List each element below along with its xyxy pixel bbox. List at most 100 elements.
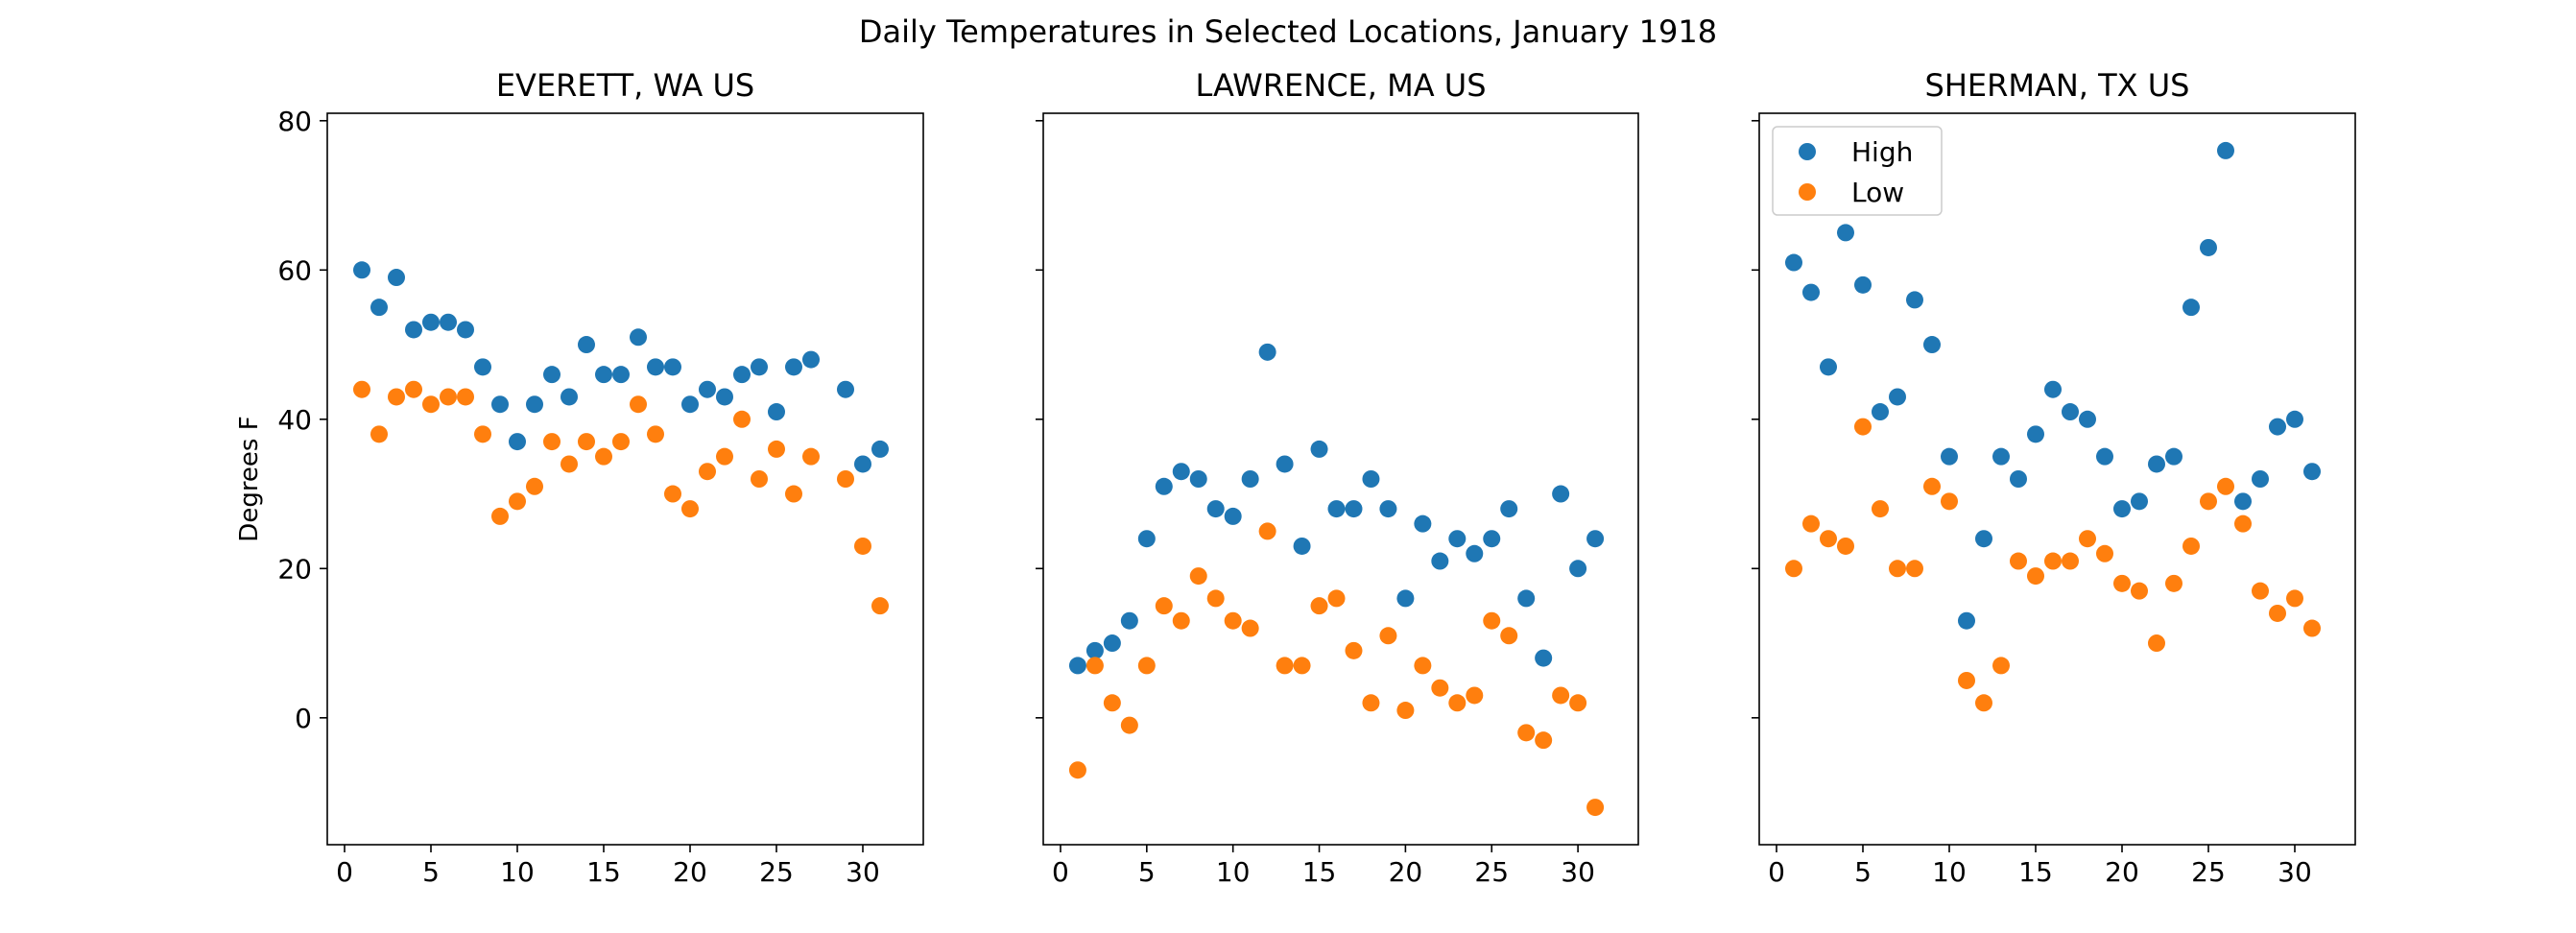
point-low [1802, 514, 1820, 533]
point-high [1466, 544, 1484, 562]
point-low [1189, 567, 1207, 586]
point-low [491, 507, 509, 525]
x-tick-label: 10 [1932, 856, 1967, 888]
point-low [664, 485, 681, 503]
point-low [871, 597, 889, 615]
point-low [1820, 530, 1837, 548]
point-low [733, 410, 751, 428]
point-low [1085, 657, 1104, 675]
point-high [1535, 649, 1553, 667]
point-low [388, 388, 405, 406]
point-high [2079, 410, 2096, 428]
point-high [802, 350, 820, 369]
point-high [1258, 343, 1276, 361]
point-high [664, 358, 681, 376]
point-high [2269, 418, 2286, 436]
point-high [2096, 447, 2113, 466]
panel-title: LAWRENCE, MA US [1195, 67, 1486, 104]
point-high [1224, 507, 1242, 525]
point-high [2044, 380, 2062, 398]
x-tick-label: 25 [1474, 856, 1509, 888]
point-high [578, 336, 595, 354]
point-high [1483, 530, 1501, 548]
panel-title: SHERMAN, TX US [1925, 67, 2190, 104]
point-low [1941, 492, 1958, 511]
panel-lawrence: LAWRENCE, MA US 0 5 10 15 20 25 30 [1036, 67, 1639, 888]
point-low [1396, 702, 1415, 720]
x-tick-label: 15 [2018, 856, 2053, 888]
point-high [2200, 238, 2217, 256]
point-low [2096, 544, 2113, 562]
point-low [1975, 694, 1992, 712]
point-high [1785, 253, 1802, 272]
point-high [681, 395, 699, 414]
point-low [353, 380, 370, 398]
point-low [1517, 724, 1536, 742]
point-high [1362, 470, 1380, 488]
axes-frame [1042, 112, 1639, 846]
point-low [1137, 657, 1156, 675]
point-low [647, 425, 664, 443]
panel-title: EVERETT, WA US [496, 67, 754, 104]
point-low [1068, 761, 1086, 779]
point-high [1992, 447, 2010, 466]
point-high [647, 358, 664, 376]
x-tick-label: 30 [846, 856, 880, 888]
point-low [1586, 799, 1605, 817]
x-tick-label: 25 [759, 856, 794, 888]
point-high [1923, 336, 1941, 354]
point-low [1276, 657, 1294, 675]
point-low [716, 447, 733, 466]
x-tick-label: 5 [422, 856, 440, 888]
point-high [543, 366, 561, 384]
point-high [2165, 447, 2182, 466]
x-tick-label: 10 [500, 856, 535, 888]
point-high [1517, 589, 1536, 608]
point-high [1396, 589, 1415, 608]
y-tick-label: 80 [277, 106, 312, 137]
point-low [2079, 530, 2096, 548]
y-tick-label: 60 [277, 254, 312, 286]
point-low [1535, 731, 1553, 750]
x-tick-label: 20 [1389, 856, 1423, 888]
point-high [405, 321, 422, 339]
legend-label-low: Low [1851, 177, 1904, 208]
point-high [1906, 291, 1923, 309]
point-high [2286, 410, 2303, 428]
point-low [2200, 492, 2217, 511]
point-high [2217, 141, 2234, 159]
point-high [2252, 470, 2269, 488]
x-tick-label: 0 [1768, 856, 1785, 888]
point-high [1500, 500, 1518, 518]
point-low [768, 440, 785, 458]
axes-frame [1758, 112, 2356, 846]
point-high [1206, 500, 1225, 518]
point-low [457, 388, 474, 406]
y-tick-label: 20 [277, 553, 312, 585]
point-low [699, 463, 716, 481]
point-low [543, 433, 561, 451]
x-tick-label: 5 [1138, 856, 1156, 888]
figure-title: Daily Temperatures in Selected Locations… [858, 13, 1718, 50]
point-high [422, 313, 440, 331]
point-low [370, 425, 388, 443]
point-high [1068, 657, 1086, 675]
point-low [2131, 582, 2148, 600]
point-low [630, 395, 647, 414]
point-high [1889, 388, 1906, 406]
point-high [1120, 611, 1138, 630]
point-high [1552, 485, 1570, 503]
point-high [1569, 560, 1587, 578]
point-low [1466, 686, 1484, 705]
point-low [2269, 604, 2286, 622]
y-axis-label: Degrees F [235, 416, 264, 541]
point-low [595, 447, 612, 466]
point-high [1310, 440, 1328, 458]
point-high [2148, 455, 2165, 473]
y-tick-label: 40 [277, 404, 312, 436]
point-high [1975, 530, 1992, 548]
x-tick-label: 10 [1216, 856, 1251, 888]
point-low [2044, 552, 2062, 570]
point-low [1327, 589, 1346, 608]
